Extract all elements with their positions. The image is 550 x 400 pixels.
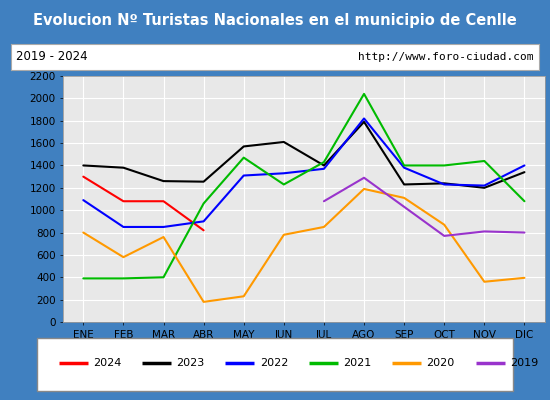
Text: http://www.foro-ciudad.com: http://www.foro-ciudad.com <box>358 52 534 62</box>
Text: 2019 - 2024: 2019 - 2024 <box>16 50 88 64</box>
FancyBboxPatch shape <box>37 338 513 391</box>
Text: 2022: 2022 <box>260 358 288 368</box>
Text: Evolucion Nº Turistas Nacionales en el municipio de Cenlle: Evolucion Nº Turistas Nacionales en el m… <box>33 14 517 28</box>
Text: 2021: 2021 <box>343 358 371 368</box>
Text: 2019: 2019 <box>510 358 538 368</box>
Text: 2023: 2023 <box>176 358 205 368</box>
Text: 2024: 2024 <box>93 358 121 368</box>
Text: 2020: 2020 <box>427 358 455 368</box>
